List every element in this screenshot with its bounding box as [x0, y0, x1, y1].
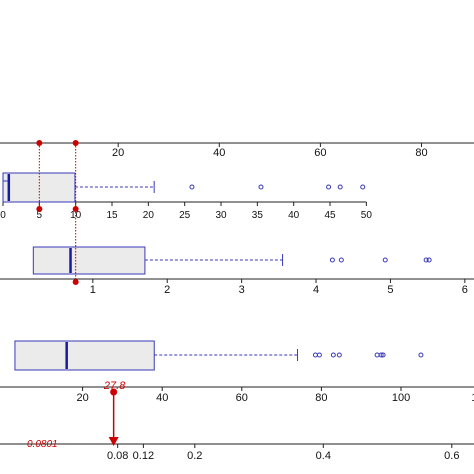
panel-b-outlier-0 [189, 184, 195, 190]
reference-dot-panel-c [72, 279, 79, 285]
panel-c-outlier-4 [426, 257, 432, 263]
panel-c-outlier-2 [382, 257, 388, 263]
panel-d-outlier-7 [418, 352, 424, 358]
panel-d-outlier-2 [330, 352, 336, 358]
panel-e-tick-label-1: 0.12 [133, 450, 154, 462]
annotation-label-27-8: 27.8 [103, 380, 126, 392]
panel-d-box [14, 340, 155, 371]
panel-d-outlier-1 [316, 352, 322, 358]
reference-dot-bottom-0 [36, 206, 43, 212]
panel-d-outlier-4 [374, 352, 380, 358]
panel-b-tick-label-10: 50 [361, 210, 373, 221]
panel-d-tick-label-3: 80 [315, 392, 327, 404]
panel-d-outlier-6 [380, 352, 386, 358]
panel-d-tick-label-0: 20 [76, 392, 88, 404]
panel-a-tick-label-1: 40 [213, 147, 225, 159]
panel-c-tick-label-1: 2 [164, 284, 170, 296]
panel-d-tick-label-2: 60 [236, 392, 248, 404]
annotation-label-0-0801: 0.0801 [27, 439, 58, 450]
panel-c-box [32, 246, 146, 275]
panel-e-tick-label-3: 0.4 [316, 450, 331, 462]
panel-b-tick-label-5: 25 [179, 210, 191, 221]
panel-c-outlier-3 [423, 257, 429, 263]
panel-b-tick-label-4: 20 [143, 210, 155, 221]
panel-e-tick-label-0: 0.08 [107, 450, 128, 462]
panel-a-tick-label-2: 60 [314, 147, 326, 159]
panel-c-tick-label-4: 5 [387, 284, 393, 296]
panel-c-outlier-0 [329, 257, 335, 263]
panel-b-tick-label-3: 15 [106, 210, 118, 221]
panel-a-tick-label-0: 20 [112, 147, 124, 159]
reference-dot-top-1 [72, 140, 79, 146]
panel-b-tick-label-9: 45 [324, 210, 336, 221]
panel-a-tick-label-3: 80 [415, 147, 427, 159]
panel-b-tick-label-0: 0 [0, 210, 6, 221]
panel-c-tick-label-5: 6 [462, 284, 468, 296]
panel-d-outlier-0 [312, 352, 318, 358]
panel-b-outlier-4 [360, 184, 366, 190]
panel-b-tick-label-6: 30 [215, 210, 227, 221]
panel-c-tick-label-3: 4 [313, 284, 319, 296]
panel-c-tick-label-2: 3 [239, 284, 245, 296]
panel-b-outlier-1 [258, 184, 264, 190]
panel-d-tick-label-5: 120 [471, 392, 474, 404]
panel-e-tick-label-4: 0.6 [444, 450, 459, 462]
panel-d-outlier-3 [336, 352, 342, 358]
panel-c-tick-label-0: 1 [90, 284, 96, 296]
panel-b-tick-label-1: 5 [37, 210, 43, 221]
panel-b-tick-label-7: 35 [252, 210, 264, 221]
panel-b-tick-label-8: 40 [288, 210, 300, 221]
panel-e-tick-label-2: 0.2 [187, 450, 202, 462]
panel-c-outlier-1 [338, 257, 344, 263]
panel-b-outlier-2 [326, 184, 332, 190]
annotation-arrow-27-8 [108, 437, 119, 446]
reference-dot-top-0 [36, 140, 43, 146]
panel-b-outlier-3 [337, 184, 343, 190]
panel-d-tick-label-1: 40 [156, 392, 168, 404]
panel-d-tick-label-4: 100 [392, 392, 410, 404]
panel-d-outlier-5 [378, 352, 384, 358]
